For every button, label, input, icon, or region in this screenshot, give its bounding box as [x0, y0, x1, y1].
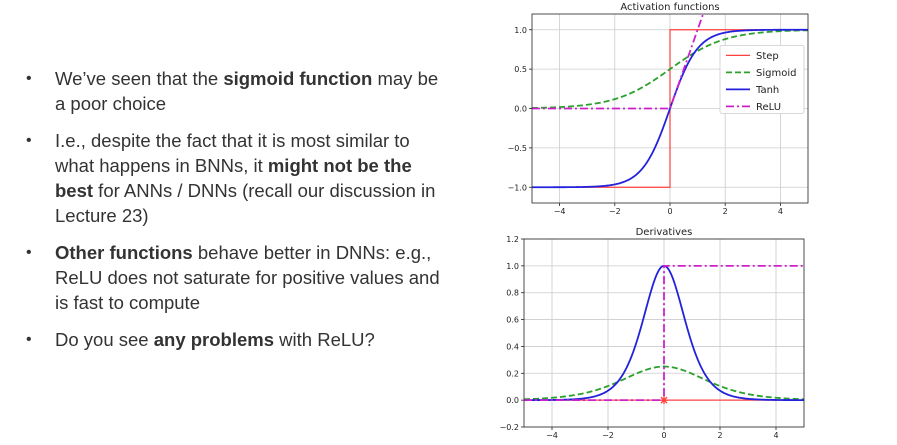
legend-label-step: Step	[756, 51, 779, 62]
x-tick-label: 4	[778, 207, 783, 216]
legend-label-sigmoid: Sigmoid	[756, 68, 796, 79]
legend-box	[719, 44, 805, 114]
y-tick-label: 0.4	[506, 342, 519, 351]
y-tick-label: −1.0	[508, 183, 527, 192]
bullet-item: I.e., despite the fact that it is most s…	[22, 128, 442, 228]
bullet-text: Do you see	[55, 329, 154, 350]
y-tick-label: 0.6	[506, 316, 519, 325]
x-tick-label: 0	[667, 207, 672, 216]
charts-panel: Activation functions −4 −2 0 2 4 −1.0 −0.5 0.0 0.…	[488, 0, 818, 445]
series-line-sigmoid	[524, 365, 804, 401]
y-tick-label: 1.0	[514, 26, 527, 35]
y-tick-label: 0.2	[506, 369, 519, 378]
chart-title: Activation functions	[620, 2, 719, 13]
y-tick-label: 0.8	[506, 289, 519, 298]
bullet-list: We’ve seen that the sigmoid function may…	[22, 66, 442, 364]
x-tick-label: 4	[773, 431, 778, 440]
y-tick-label: 1.2	[506, 235, 519, 244]
y-tick-label: 0.0	[514, 105, 527, 114]
activation-functions-chart: Activation functions −4 −2 0 2 4 −1.0 −0.5 0.0 0.…	[508, 2, 809, 216]
bullet-item: We’ve seen that the sigmoid function may…	[22, 66, 442, 116]
x-tick-label: −4	[554, 207, 566, 216]
x-tick-label: −4	[546, 431, 558, 440]
x-tick-label: 2	[717, 431, 722, 440]
series-line-sigmoid	[532, 29, 808, 109]
bullet-bold-text: sigmoid function	[223, 68, 373, 89]
bullet-text: for ANNs / DNNs (recall our discussion i…	[55, 180, 436, 226]
x-tick-label: −2	[602, 431, 614, 440]
y-tick-label: −0.5	[508, 144, 527, 153]
x-tick-label: 0	[661, 431, 666, 440]
plot-area	[532, 14, 808, 189]
series-line-tanh	[532, 28, 808, 189]
bullet-text: behave better in DNNs: e.g., ReLU does n…	[55, 242, 440, 313]
bullet-bold-text: Other functions	[55, 242, 193, 263]
bullet-bold-text: any problems	[153, 329, 275, 350]
legend-label-relu: ReLU	[756, 102, 781, 113]
x-tick-label: 2	[723, 207, 728, 216]
bullet-text: We’ve seen that the	[55, 68, 224, 89]
bullet-item: Do you see any problems with ReLU?	[22, 327, 442, 352]
bullet-text: I.e., despite the fact that it is most s…	[55, 130, 410, 176]
legend-label-tanh: Tanh	[755, 85, 779, 96]
y-tick-label: −0.2	[500, 423, 519, 432]
y-tick-label: 1.0	[506, 262, 519, 271]
x-tick-label: −2	[609, 207, 621, 216]
bullet-text: may be a poor choice	[55, 68, 439, 114]
derivatives-chart: Derivatives −4 −2 0 2 4 −0.2 0.0 0.2 0.4 0.6 0.8 1.0…	[500, 227, 805, 440]
y-tick-label: 0.5	[514, 65, 527, 74]
series-line-relu	[524, 264, 804, 402]
bullet-text: with ReLU?	[274, 329, 375, 350]
bullet-item: Other functions behave better in DNNs: e…	[22, 240, 442, 315]
chart-title: Derivatives	[636, 227, 693, 238]
step-derivative-marker	[660, 396, 668, 405]
y-tick-label: 0.0	[506, 396, 519, 405]
bullet-bold-text: might not be the best	[55, 155, 412, 201]
